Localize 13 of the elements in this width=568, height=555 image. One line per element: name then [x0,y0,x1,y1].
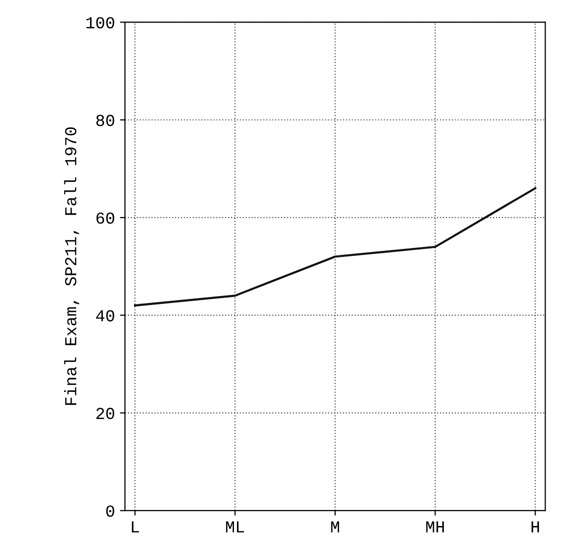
y-tick-label: 60 [96,212,114,224]
y-tick-label: 80 [96,114,114,126]
line-series [134,187,536,307]
x-tick-label: ML [226,521,244,532]
y-tick-label: 100 [86,17,114,28]
y-tick-label: 0 [106,505,114,517]
y-axis-title: Final Exam, SP211, Fall 1970 [64,127,80,405]
y-tick-label: 40 [96,310,114,322]
x-tick-label: L [132,521,139,532]
x-tick-label: M [331,521,340,532]
y-tick-label: 20 [96,408,114,420]
x-tick-label: MH [426,521,444,532]
x-tick-label: H [532,521,539,532]
